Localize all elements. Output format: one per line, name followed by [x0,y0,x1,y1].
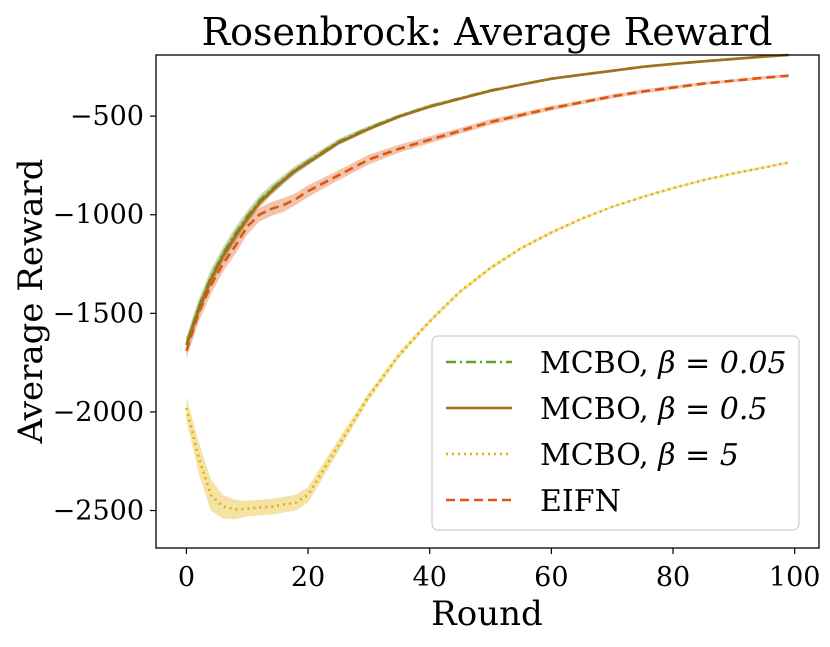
chart-title: Rosenbrock: Average Reward [202,10,773,54]
x-tick-label: 100 [769,562,821,593]
series-line [185,161,789,511]
x-tick-label: 20 [291,562,325,593]
series-line [185,74,789,352]
legend-entry: MCBO, β = 5 [540,438,739,473]
y-tick-label: −2000 [53,397,144,428]
legend-frame [431,335,800,531]
legend-entry: MCBO, β = 0.05 [540,346,787,381]
legend-label: EIFN [540,484,621,519]
y-axis: −500 −1000 −1500 −2000 −2500 [53,101,156,527]
legend-label: MCBO, [540,346,658,381]
legend-math: β = 5 [657,438,739,473]
x-axis-label: Round [431,594,543,634]
legend-label: MCBO, [540,392,658,427]
legend-math: β = 0.05 [657,346,786,381]
legend-math: β = 0.5 [657,392,767,427]
y-tick-label: −2500 [53,496,144,527]
y-tick-label: −1000 [53,200,144,231]
series-line [185,53,789,346]
legend-entry: EIFN [540,484,621,519]
x-tick-label: 80 [656,562,690,593]
legend-label: MCBO, [540,438,658,473]
x-tick-label: 60 [534,562,568,593]
x-axis: 0 20 40 60 80 100 [178,548,821,593]
plot-frame [155,54,820,549]
series-lines [185,53,789,511]
y-tick-label: −500 [70,101,144,132]
legend-entry: MCBO, β = 0.5 [540,392,767,427]
x-tick-label: 40 [413,562,447,593]
y-tick-label: −1500 [53,298,144,329]
y-axis-label: Average Reward [11,159,51,445]
x-tick-label: 0 [178,562,195,593]
